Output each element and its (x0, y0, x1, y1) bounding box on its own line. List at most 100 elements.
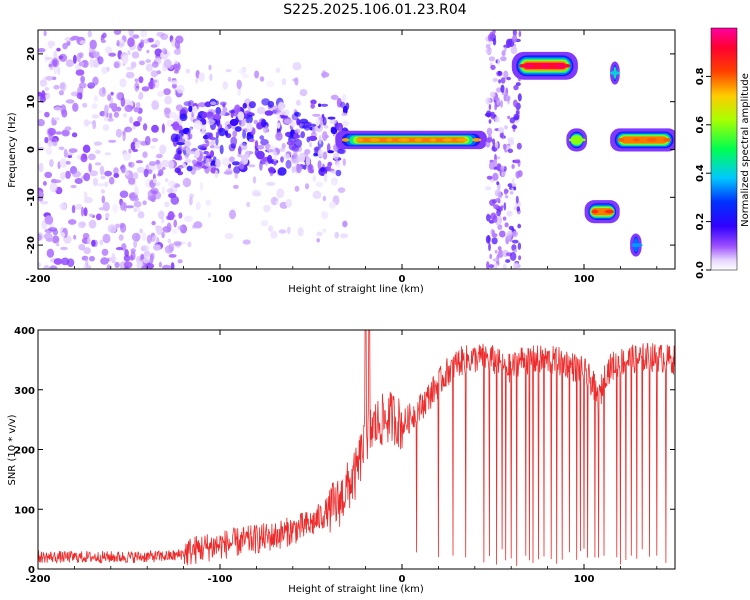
spectrogram-cell (500, 77, 506, 84)
spectrogram-cell (323, 125, 329, 129)
spectrogram-cell (205, 157, 210, 168)
spectrogram-cell (75, 203, 83, 210)
spectrogram-cell (125, 205, 134, 209)
spectrogram-cell (294, 112, 301, 117)
spectrogram-cell (513, 99, 518, 108)
spectrogram-cell (173, 48, 181, 56)
spectrogram-cell (229, 156, 235, 163)
spectrogram-hotspot (442, 138, 453, 142)
spectrogram-cell (59, 158, 68, 168)
spectrogram-cell (484, 186, 492, 191)
spectrogram-cell (150, 79, 158, 83)
spectrogram-cell (511, 164, 515, 169)
spectrogram-cell (490, 91, 496, 98)
spectrogram-cell (335, 169, 342, 177)
spectrogram-cell (133, 200, 142, 208)
spectrogram-cell (488, 119, 492, 124)
spectrogram-cell (504, 222, 509, 228)
spectrogram-cell (105, 212, 110, 219)
spectrogram-cell (488, 56, 496, 62)
spectrogram-cell (178, 212, 183, 219)
spectrogram-cell (172, 121, 180, 131)
spectrogram-cell (133, 107, 140, 113)
spectrogram-cell (108, 52, 117, 57)
spectrogram-cell (297, 227, 304, 237)
spectrogram-cell (131, 51, 140, 59)
spectrogram-cell (156, 225, 163, 235)
spectrogram-cell (209, 150, 215, 158)
spectrogram-cell (186, 165, 193, 172)
spectrogram-cell (292, 152, 298, 159)
spectrogram-cell (498, 79, 501, 84)
spectrogram-cell (504, 125, 508, 130)
spectrogram-cell (75, 69, 85, 76)
spectrogram-cell (330, 170, 337, 174)
spectrogram-cell (158, 210, 165, 220)
spectrogram-cell (78, 244, 86, 251)
spectrogram-cell (145, 135, 151, 146)
spectrogram-cell (270, 230, 278, 239)
x-tick-label: -200 (25, 274, 50, 285)
spectrogram-hotspot (386, 138, 393, 142)
spectrogram-cell (317, 149, 323, 158)
colorbar-tick-label: 0.6 (695, 116, 706, 134)
spectrogram-cell (115, 106, 122, 112)
spectrogram-cell (229, 118, 239, 127)
spectrogram-cell (517, 242, 522, 250)
spectrogram-cell (242, 154, 249, 160)
spectrogram-cell (259, 135, 265, 140)
spectrogram-cell (329, 118, 337, 125)
spectrogram-cell (156, 153, 163, 159)
spectrogram-cell (114, 261, 120, 268)
spectrogram-cell (82, 144, 91, 153)
spectrogram-cell (163, 88, 171, 96)
spectrogram-cell (124, 265, 129, 269)
spectrogram-cell (170, 80, 178, 85)
spectrogram-cell (150, 187, 159, 195)
spectrogram-cell (320, 167, 326, 172)
spectrogram-cell (188, 105, 193, 113)
spectrogram-cell (512, 230, 518, 238)
spectrogram-cell (44, 111, 50, 118)
spectrogram-x-axis-label: Height of straight line (km) (288, 284, 424, 295)
colorbar-tick-label: 0.2 (695, 213, 706, 231)
spectrogram-cell (492, 172, 499, 181)
spectrogram-cell (489, 199, 496, 207)
spectrogram-cell (136, 166, 145, 173)
spectrogram-cell (486, 261, 490, 269)
spectrogram-cell (101, 66, 108, 75)
spectrogram-cell (210, 136, 216, 141)
spectrogram-cell (214, 170, 218, 179)
spectrogram-hotspot (617, 138, 625, 142)
spectrogram-cell (259, 76, 265, 82)
spectrogram-cell (281, 142, 286, 149)
spectrogram-cell (506, 210, 513, 217)
spectrogram-cell (268, 225, 274, 233)
spectrogram-cell (164, 178, 169, 182)
spectrogram-cell (160, 33, 169, 40)
spectrogram-cell (113, 173, 120, 178)
spectrogram-cell (280, 156, 284, 163)
y-tick-label: 300 (14, 386, 35, 397)
spectrogram-cell (182, 163, 187, 168)
spectrogram-cell (121, 54, 129, 65)
spectrogram-cell (505, 259, 511, 263)
spectrogram-cell (278, 101, 285, 112)
spectrogram-cell (264, 110, 274, 116)
spectrogram-cell (173, 219, 177, 228)
spectrogram-cell (131, 232, 141, 242)
spectrogram-cell (133, 207, 137, 213)
spectrogram-cell (322, 151, 328, 160)
spectrogram-cell (312, 113, 321, 117)
spectrogram-cell (327, 162, 332, 170)
spectrogram-cell (133, 172, 139, 180)
spectrogram-hotspot (591, 209, 599, 214)
spectrogram-band-cell (523, 62, 566, 69)
spectrogram-cell (230, 136, 238, 147)
spectrogram-cell (488, 242, 491, 252)
spectrogram-cell (322, 195, 327, 202)
spectrogram-cell (82, 102, 88, 108)
spectrogram-cell (275, 200, 279, 206)
spectrogram-cell (193, 165, 201, 171)
spectrogram-cell (146, 234, 152, 244)
